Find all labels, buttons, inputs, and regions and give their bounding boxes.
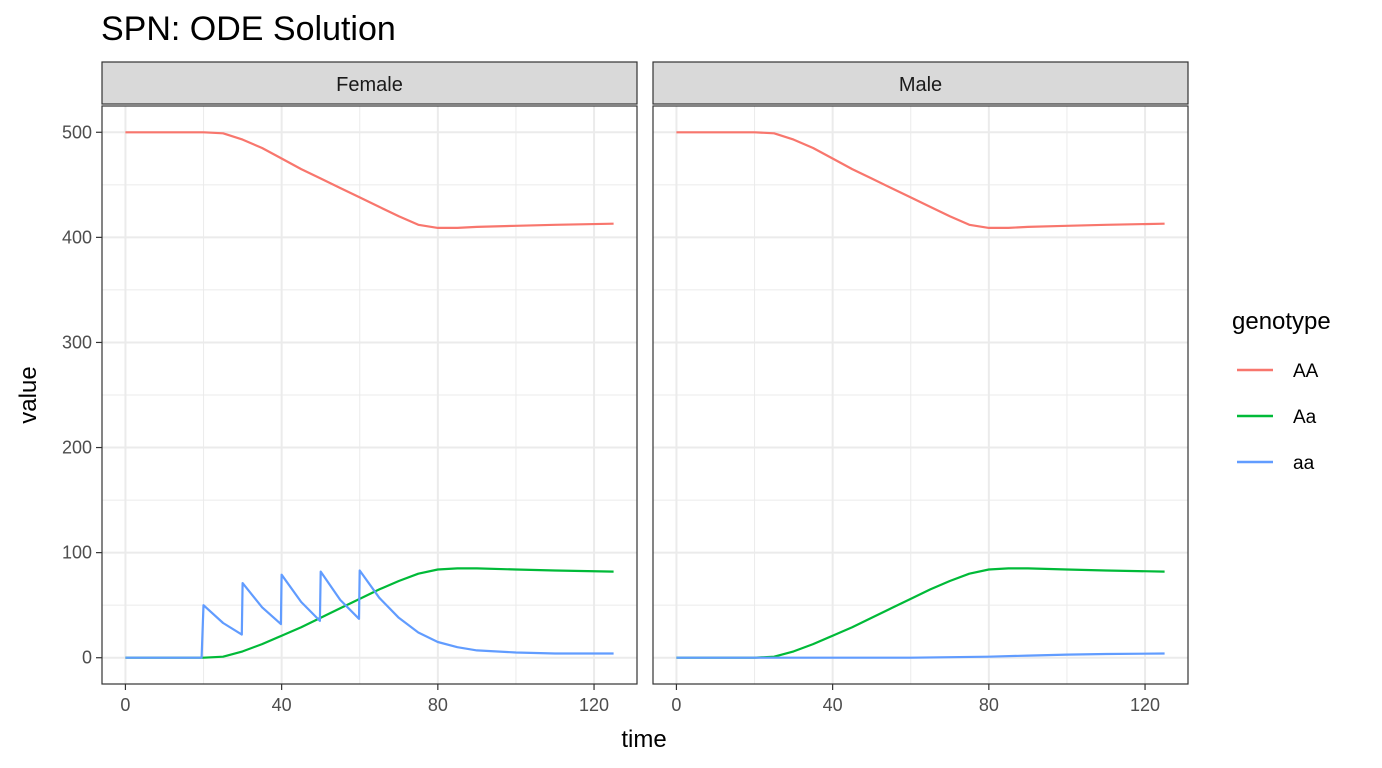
x-tick-label: 0 [120,695,130,715]
y-tick-label: 300 [62,332,92,352]
x-tick-label: 80 [428,695,448,715]
x-tick-label: 80 [979,695,999,715]
x-axis-title: time [621,726,666,753]
x-tick-label: 120 [579,695,609,715]
facet-panel-female: Female 0 40 80 120 [101,61,638,715]
series-line-Aa [676,567,1165,659]
series-line-aa [125,569,614,659]
legend-item-AA: AA [1237,361,1319,382]
legend: genotype AA Aa aa [1232,308,1331,474]
chart-title: SPN: ODE Solution [101,10,396,48]
y-tick-label: 500 [62,122,92,142]
legend-title: genotype [1232,308,1331,335]
y-tick-label: 400 [62,227,92,247]
x-tick-label: 40 [823,695,843,715]
legend-label: Aa [1293,407,1317,428]
facet-strip [652,61,1189,105]
legend-label: aa [1293,453,1315,474]
legend-item-aa: aa [1237,453,1315,474]
facet-panels: Female 0 40 80 120 Male 0 40 80 120 [101,61,1189,715]
facet-panel-male: Male 0 40 80 120 [652,61,1189,715]
legend-item-Aa: Aa [1237,407,1317,428]
series-line-aa [676,652,1165,659]
y-axis-title: value [15,366,42,423]
series-line-AA [676,131,1165,229]
x-tick-label: 120 [1130,695,1160,715]
panel-border [101,105,638,685]
y-tick-label: 200 [62,438,92,458]
y-axis: 0 100 200 300 400 500 [62,122,102,668]
x-tick-label: 0 [671,695,681,715]
facet-strip-label: Male [899,74,942,96]
legend-label: AA [1293,361,1319,382]
facet-strip [101,61,638,105]
y-tick-label: 0 [82,648,92,668]
facet-strip-label: Female [336,74,403,96]
panel-border [652,105,1189,685]
x-tick-label: 40 [272,695,292,715]
series-line-AA [125,131,614,229]
y-tick-label: 100 [62,543,92,563]
